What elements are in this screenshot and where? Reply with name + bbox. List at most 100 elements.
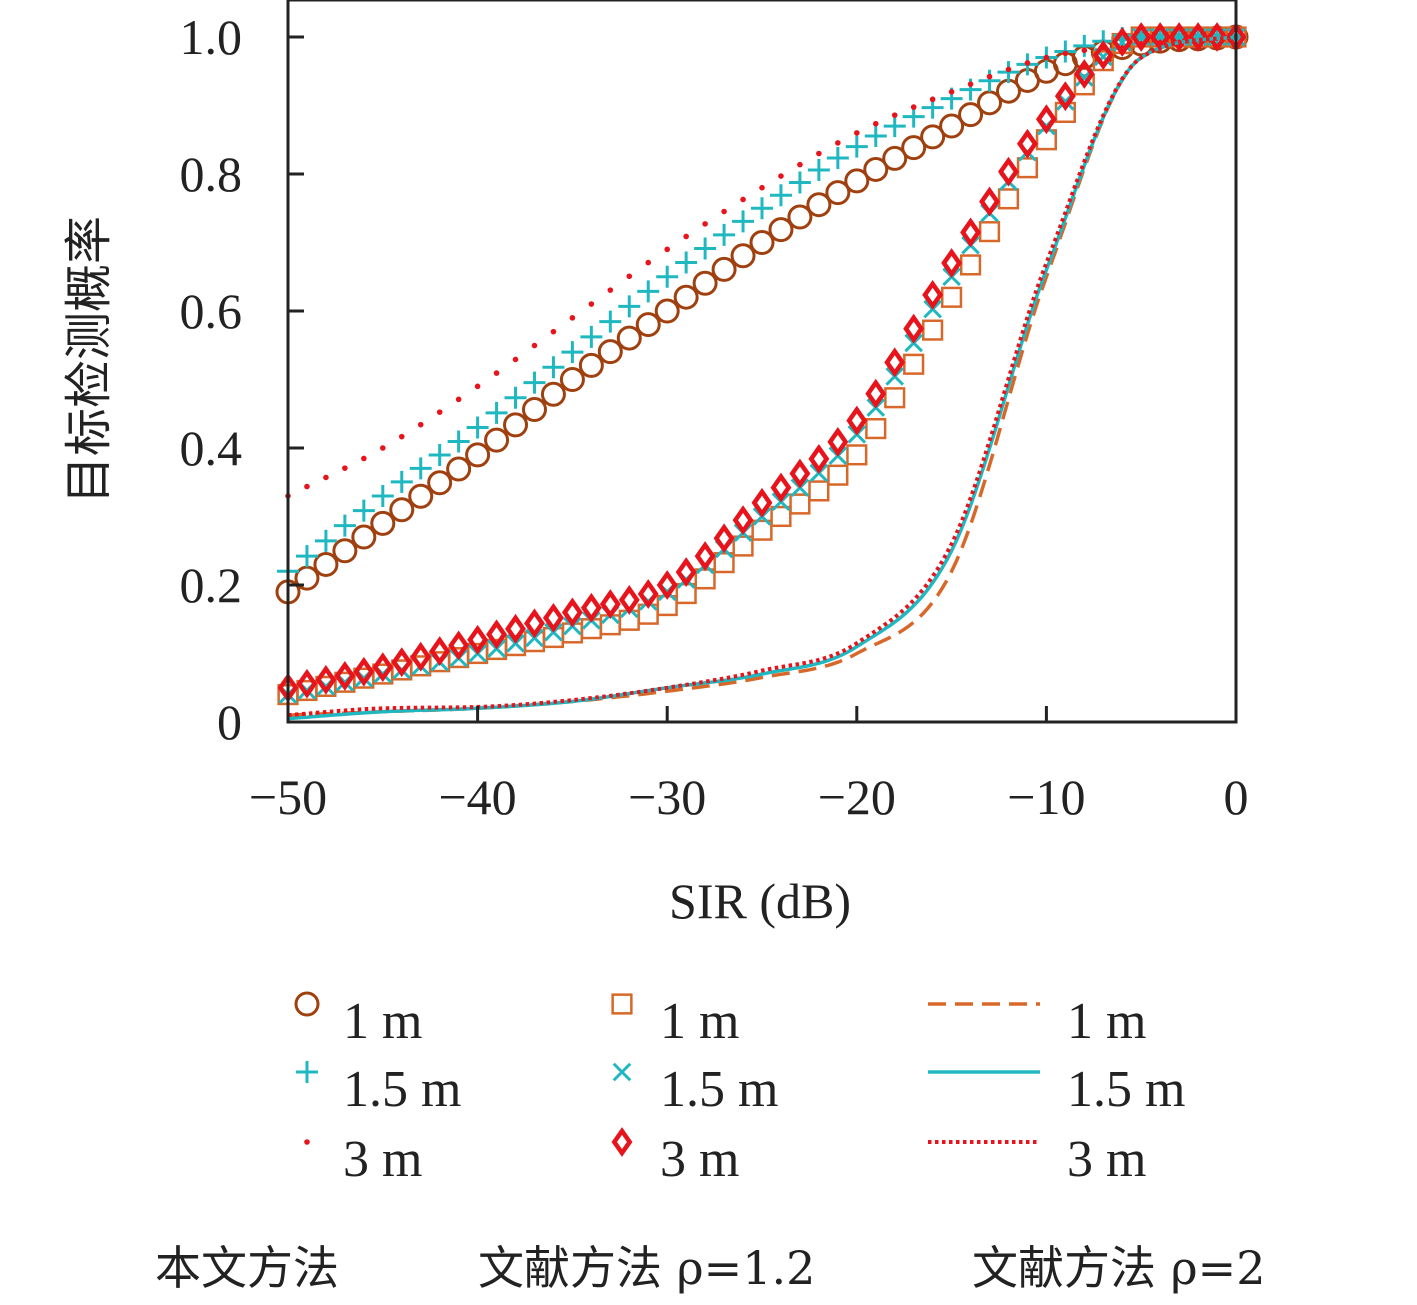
legend-label: 3 m (343, 1131, 422, 1188)
data-point (626, 273, 633, 280)
data-point (960, 217, 982, 248)
data-point (694, 541, 716, 571)
data-point (730, 243, 756, 269)
x-tick-label: −30 (628, 769, 706, 825)
data-point (683, 233, 689, 240)
data-point (759, 184, 765, 191)
data-point (540, 381, 566, 407)
data-point (351, 524, 377, 550)
data-point (447, 430, 470, 453)
data-point (637, 280, 660, 303)
data-point (1092, 50, 1114, 72)
data-point (578, 352, 604, 378)
data-point (550, 328, 557, 335)
data-point (352, 499, 375, 522)
legend-entry-6: 1 m (928, 993, 1146, 1050)
data-point (1081, 47, 1088, 54)
series-5-文献方法 ρ=1.2-3 m (277, 22, 1247, 703)
data-point (486, 619, 508, 650)
data-point (808, 480, 830, 502)
data-point (618, 295, 641, 318)
data-point (334, 660, 356, 691)
data-point (1043, 54, 1050, 61)
data-point (1016, 128, 1038, 159)
data-point (569, 315, 576, 321)
y-tick-label: 1.0 (180, 9, 243, 65)
data-point (436, 409, 443, 415)
data-point (607, 287, 614, 293)
data-point (986, 73, 993, 80)
data-point (958, 102, 984, 128)
data-point (304, 483, 310, 490)
data-point (295, 545, 318, 568)
data-point (732, 535, 754, 557)
data-point (978, 221, 1001, 243)
legend-label: 1.5 m (343, 1061, 461, 1118)
legend-entry-7: 1.5 m (928, 1061, 1185, 1118)
data-point (789, 493, 811, 515)
data-point (323, 474, 329, 481)
data-point (427, 470, 453, 496)
data-point (410, 641, 432, 672)
legend-label: 1.5 m (660, 1061, 778, 1118)
legend-entry-1: 1.5 m (296, 1061, 461, 1118)
data-point (1073, 34, 1096, 57)
data-point (845, 135, 868, 158)
data-point (825, 180, 851, 206)
data-point (588, 301, 595, 307)
data-point (389, 497, 415, 523)
data-point (827, 464, 849, 486)
data-point (692, 270, 718, 296)
plot-frame (286, 0, 1238, 724)
data-point (807, 158, 830, 181)
series-8-文献方法 ρ=2-3 m (287, 35, 1237, 718)
data-point (314, 529, 337, 552)
x-axis-title: SIR (dB) (669, 873, 851, 929)
data-point (864, 125, 887, 148)
data-point (1005, 66, 1012, 73)
data-point (429, 636, 451, 667)
legend-group-label-2: 文献方法 ρ=1.2 (478, 1241, 815, 1295)
data-point (371, 484, 394, 507)
data-point (524, 608, 545, 639)
data-point (390, 470, 413, 493)
data-point (523, 371, 546, 394)
legend-group-label-1: 本文方法 (155, 1241, 339, 1295)
data-point (599, 310, 622, 333)
data-point (749, 230, 775, 255)
data-point (1130, 22, 1152, 52)
data-point (827, 426, 849, 457)
data-point (711, 256, 737, 282)
data-point (675, 557, 697, 587)
data-point (618, 584, 640, 615)
data-point (315, 664, 337, 695)
data-point (372, 652, 394, 683)
series-line (287, 35, 1237, 718)
data-point (768, 217, 794, 243)
legend-label: 1 m (660, 993, 739, 1050)
data-point (512, 356, 519, 363)
data-point (922, 319, 944, 341)
data-point (542, 602, 564, 633)
data-point (872, 120, 879, 127)
data-point (521, 396, 547, 422)
legend-entry-3: 1 m (611, 993, 739, 1050)
data-point (1206, 22, 1228, 52)
data-point (332, 538, 358, 564)
data-point (342, 465, 348, 471)
data-point (884, 347, 906, 378)
data-point (1168, 22, 1190, 52)
y-axis-title: 目标检测概率 (61, 216, 117, 504)
data-point (769, 184, 792, 207)
data-point (770, 472, 792, 503)
data-point (941, 286, 963, 308)
data-point (1092, 40, 1114, 71)
data-point (751, 197, 773, 220)
data-point (1111, 27, 1133, 57)
data-point (333, 514, 356, 537)
data-point (751, 519, 773, 541)
data-point (398, 433, 405, 440)
data-point (673, 284, 699, 310)
legend-entry-2: 3 m (304, 1131, 422, 1188)
